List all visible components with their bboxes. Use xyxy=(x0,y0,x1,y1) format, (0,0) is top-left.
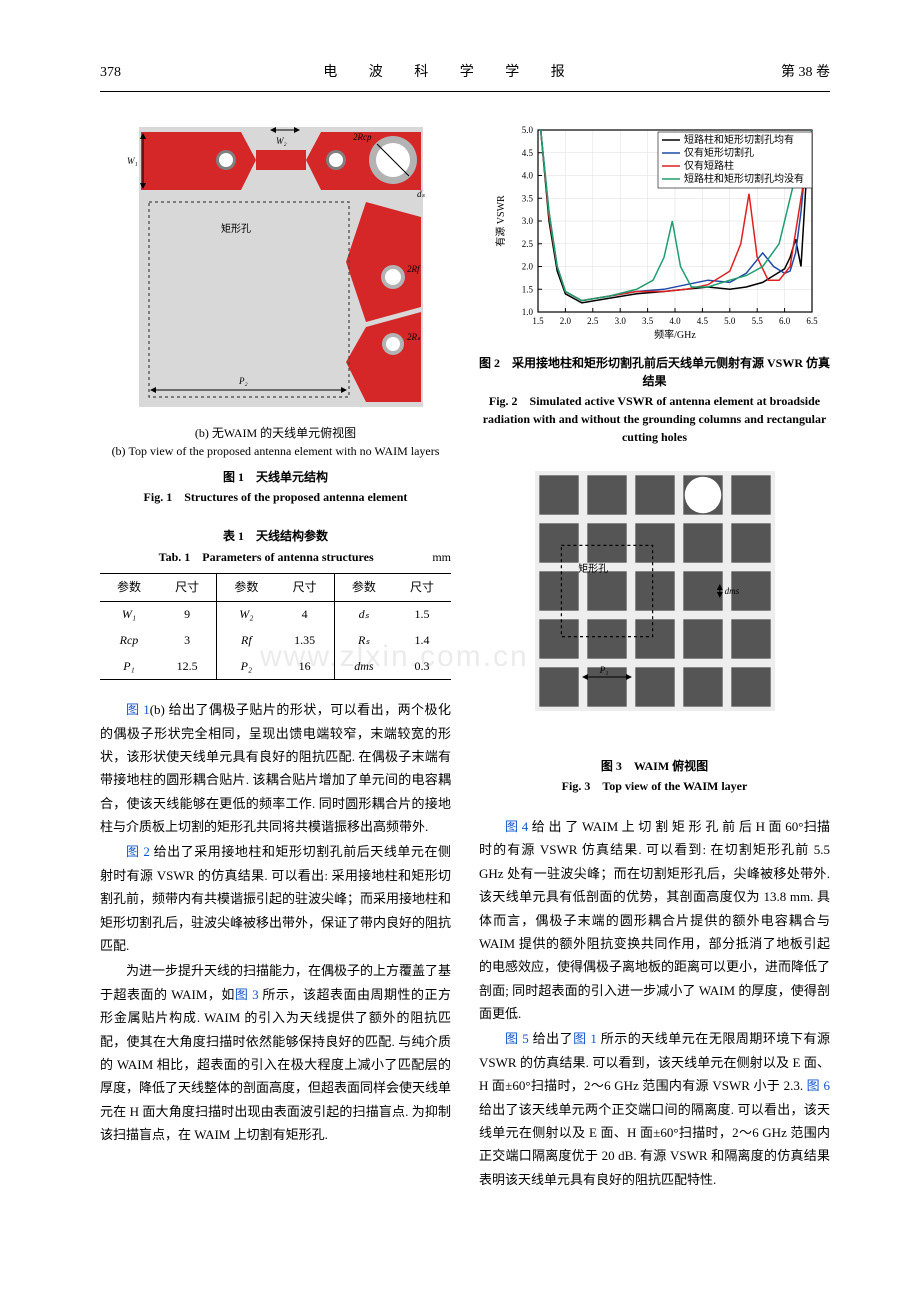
svg-text:4.5: 4.5 xyxy=(696,316,708,326)
fig1-caption-en: Fig. 1 Structures of the proposed antenn… xyxy=(100,488,451,506)
svg-text:矩形孔: 矩形孔 xyxy=(578,561,608,574)
svg-text:5.5: 5.5 xyxy=(751,316,763,326)
figure-2: 1.52.02.53.03.54.04.55.05.56.06.51.01.52… xyxy=(479,122,830,445)
svg-text:6.0: 6.0 xyxy=(778,316,790,326)
svg-text:2.5: 2.5 xyxy=(521,239,533,249)
svg-text:W₁: W₁ xyxy=(127,156,138,166)
svg-text:2.0: 2.0 xyxy=(521,262,533,272)
svg-text:频率/GHz: 频率/GHz xyxy=(654,328,696,341)
page-number: 378 xyxy=(100,60,121,85)
svg-text:4.0: 4.0 xyxy=(669,316,681,326)
svg-text:5.0: 5.0 xyxy=(724,316,736,326)
svg-text:短路柱和矩形切割孔均有: 短路柱和矩形切割孔均有 xyxy=(684,133,794,146)
page-header: 378 电 波 科 学 学 报 第 38 卷 xyxy=(100,60,830,92)
link-fig4[interactable]: 图 4 xyxy=(505,819,528,834)
journal-title: 电 波 科 学 学 报 xyxy=(323,60,579,85)
svg-text:2Rf: 2Rf xyxy=(407,264,421,274)
svg-text:1.0: 1.0 xyxy=(521,307,533,317)
link-fig1[interactable]: 图 1 xyxy=(126,702,150,717)
figure-3: 矩形孔 P₁ dms 图 3 WAIM 俯视图 Fig. 3 Top view of… xyxy=(479,466,830,795)
fig1-caption-cn: 图 1 天线单元结构 xyxy=(100,468,451,486)
svg-text:3.0: 3.0 xyxy=(614,316,626,326)
svg-text:dms: dms xyxy=(724,586,739,596)
link-fig5[interactable]: 图 5 xyxy=(505,1031,529,1046)
figure-3-svg: 矩形孔 P₁ dms xyxy=(525,466,785,746)
svg-text:4.5: 4.5 xyxy=(521,148,533,158)
table-1: 参数尺寸参数尺寸参数尺寸 W₁9W₂4dₛ1.5Rcp3Rf1.35Rₛ1.4P… xyxy=(100,573,451,680)
svg-text:3.0: 3.0 xyxy=(521,216,533,226)
link-fig2[interactable]: 图 2 xyxy=(126,844,150,859)
svg-text:5.0: 5.0 xyxy=(521,125,533,135)
figure-1-svg: W₁ W₂ 2Rcp dₛ 2Rf 2Rₛ 矩形孔 P₂ xyxy=(121,122,431,412)
svg-text:4.0: 4.0 xyxy=(521,171,533,181)
svg-text:2.5: 2.5 xyxy=(587,316,599,326)
para-left-1: 图 1(b) 给出了偶极子贴片的形状，可以看出，两个极化的偶极子形状完全相同，呈… xyxy=(100,698,451,838)
volume-label: 第 38 卷 xyxy=(781,60,830,85)
fig3-caption-en: Fig. 3 Top view of the WAIM layer xyxy=(479,777,830,795)
svg-text:6.5: 6.5 xyxy=(806,316,818,326)
para-right-1: 图 4 给 出 了 WAIM 上 切 割 矩 形 孔 前 后 H 面 60°扫描… xyxy=(479,815,830,1026)
fig2-caption-en: Fig. 2 Simulated active VSWR of antenna … xyxy=(479,392,830,446)
table-1-title: 表 1 天线结构参数 Tab. 1 Parameters of antenna … xyxy=(100,526,451,569)
svg-text:P₂: P₂ xyxy=(238,376,248,386)
svg-text:2Rₛ: 2Rₛ xyxy=(407,332,421,342)
para-right-2: 图 5 给出了图 1 所示的天线单元在无限周期环境下有源 VSWR 的仿真结果.… xyxy=(479,1027,830,1191)
svg-text:P₁: P₁ xyxy=(598,665,608,675)
para-left-3: 为进一步提升天线的扫描能力，在偶极子的上方覆盖了基于超表面的 WAIM，如图 3… xyxy=(100,959,451,1146)
link-fig3[interactable]: 图 3 xyxy=(235,987,259,1002)
svg-text:矩形孔: 矩形孔 xyxy=(221,222,251,235)
svg-text:1.5: 1.5 xyxy=(532,316,544,326)
svg-text:有源 VSWR: 有源 VSWR xyxy=(494,195,507,247)
svg-text:2.0: 2.0 xyxy=(559,316,571,326)
svg-text:仅有短路柱: 仅有短路柱 xyxy=(684,159,734,172)
fig1-sublabel-cn: (b) 无WAIM 的天线单元俯视图 xyxy=(195,426,356,440)
svg-text:W₂: W₂ xyxy=(276,136,287,146)
link-fig1b[interactable]: 图 1 xyxy=(573,1031,597,1046)
svg-text:2Rcp: 2Rcp xyxy=(353,132,372,142)
svg-text:仅有矩形切割孔: 仅有矩形切割孔 xyxy=(684,146,754,159)
svg-text:3.5: 3.5 xyxy=(521,193,533,203)
fig3-caption-cn: 图 3 WAIM 俯视图 xyxy=(479,757,830,775)
para-left-2: 图 2 给出了采用接地柱和矩形切割孔前后天线单元在侧射时有源 VSWR 的仿真结… xyxy=(100,840,451,957)
link-fig6[interactable]: 图 6 xyxy=(807,1078,830,1093)
svg-text:3.5: 3.5 xyxy=(641,316,653,326)
fig2-caption-cn: 图 2 采用接地柱和矩形切割孔前后天线单元侧射有源 VSWR 仿真结果 xyxy=(479,354,830,390)
fig1-sublabel-en: (b) Top view of the proposed antenna ele… xyxy=(112,444,440,458)
svg-text:短路柱和矩形切割孔均没有: 短路柱和矩形切割孔均没有 xyxy=(684,172,804,185)
svg-text:1.5: 1.5 xyxy=(521,284,533,294)
figure-2-svg: 1.52.02.53.03.54.04.55.05.56.06.51.01.52… xyxy=(490,122,820,342)
figure-1: W₁ W₂ 2Rcp dₛ 2Rf 2Rₛ 矩形孔 P₂ (b) 无WAIM 的… xyxy=(100,122,451,505)
svg-text:dₛ: dₛ xyxy=(417,189,426,199)
